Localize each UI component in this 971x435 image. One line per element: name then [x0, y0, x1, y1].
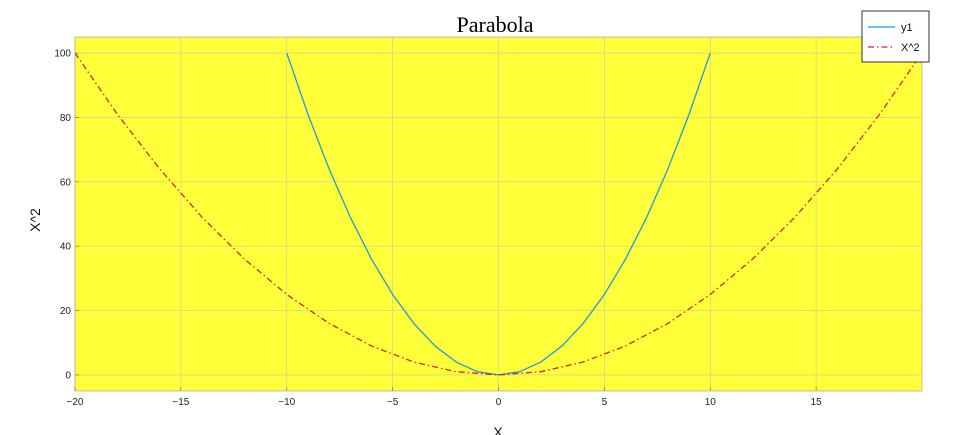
y-tick-label: 20 — [60, 306, 72, 317]
x-tick-label: −5 — [387, 397, 399, 408]
y-tick-label: 40 — [60, 242, 72, 253]
chart-title: Parabola — [457, 12, 534, 37]
grid — [74, 37, 922, 391]
legend-box — [861, 10, 930, 63]
y-tick-label: 60 — [60, 177, 72, 188]
series-line-x-squared — [74, 52, 923, 376]
x-tick-label: −10 — [278, 397, 295, 408]
legend: y1 X^2 — [861, 10, 930, 63]
x-tick-label: 0 — [496, 397, 502, 408]
x-tick-label: 5 — [602, 397, 608, 408]
y-tick-label: 100 — [54, 49, 71, 60]
x-tick-label: 15 — [811, 397, 823, 408]
legend-label-y1: y1 — [901, 22, 913, 34]
tick-labels: −20 −15 −10 −5 0 5 10 15 0 20 40 60 80 100 — [54, 49, 822, 408]
x-tick-label: −15 — [172, 397, 189, 408]
legend-label-x-squared: X^2 — [901, 42, 920, 54]
series-layer — [74, 52, 923, 376]
y-tick-label: 80 — [60, 113, 72, 124]
x-tick-label: 10 — [705, 397, 717, 408]
x-axis-label: X — [493, 424, 503, 435]
y-tick-label: 0 — [65, 370, 71, 381]
y-axis-label: X^2 — [27, 208, 43, 232]
x-tick-label: −20 — [67, 397, 84, 408]
series-line-y1 — [286, 52, 711, 376]
